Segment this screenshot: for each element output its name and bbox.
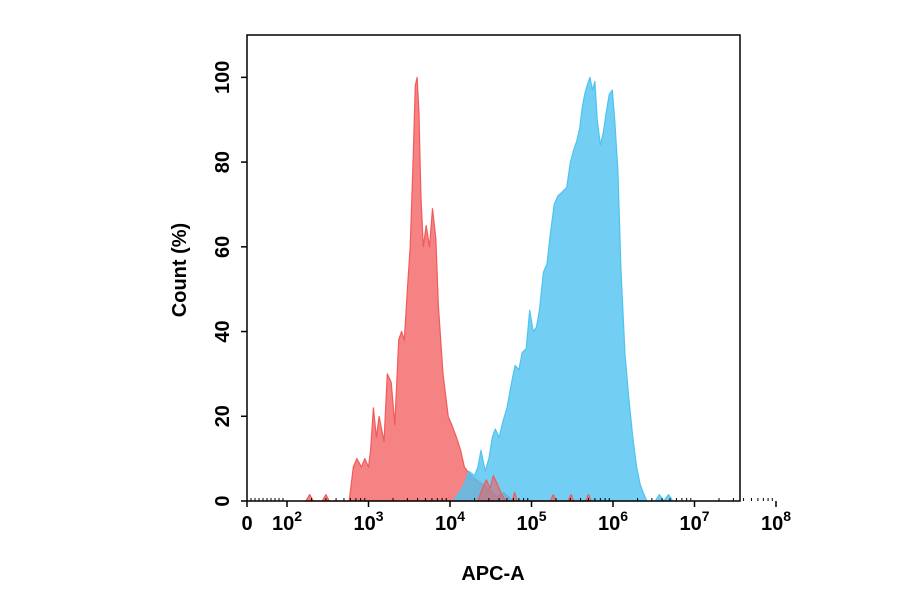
x-tick-label: 0 — [241, 513, 252, 535]
y-axis-title: Count (%) — [169, 223, 191, 317]
x-tick-label: 106 — [598, 508, 628, 535]
x-axis-title: APC-A — [461, 563, 524, 585]
y-tick-label: 0 — [212, 495, 234, 506]
y-axis-ticks: 0 20 40 60 80 100 — [212, 61, 247, 507]
plot-frame — [246, 34, 741, 502]
x-tick-label: 102 — [272, 508, 302, 535]
x-tick-label: 105 — [516, 508, 546, 535]
y-tick-label: 20 — [212, 405, 234, 427]
series-layer — [305, 76, 674, 502]
x-tick-label: 104 — [435, 508, 465, 535]
y-tick-label: 40 — [212, 320, 234, 342]
histogram-series-1 — [305, 76, 514, 502]
histogram-series-2 — [452, 76, 674, 502]
x-axis-ticks: 0 102 103 104 105 106 107 108 — [241, 501, 791, 535]
y-tick-label: 60 — [212, 236, 234, 258]
x-tick-label: 107 — [679, 508, 709, 535]
y-tick-label: 100 — [212, 61, 234, 94]
y-tick-label: 80 — [212, 151, 234, 173]
x-tick-label: 108 — [761, 508, 791, 535]
x-tick-label: 103 — [353, 508, 383, 535]
